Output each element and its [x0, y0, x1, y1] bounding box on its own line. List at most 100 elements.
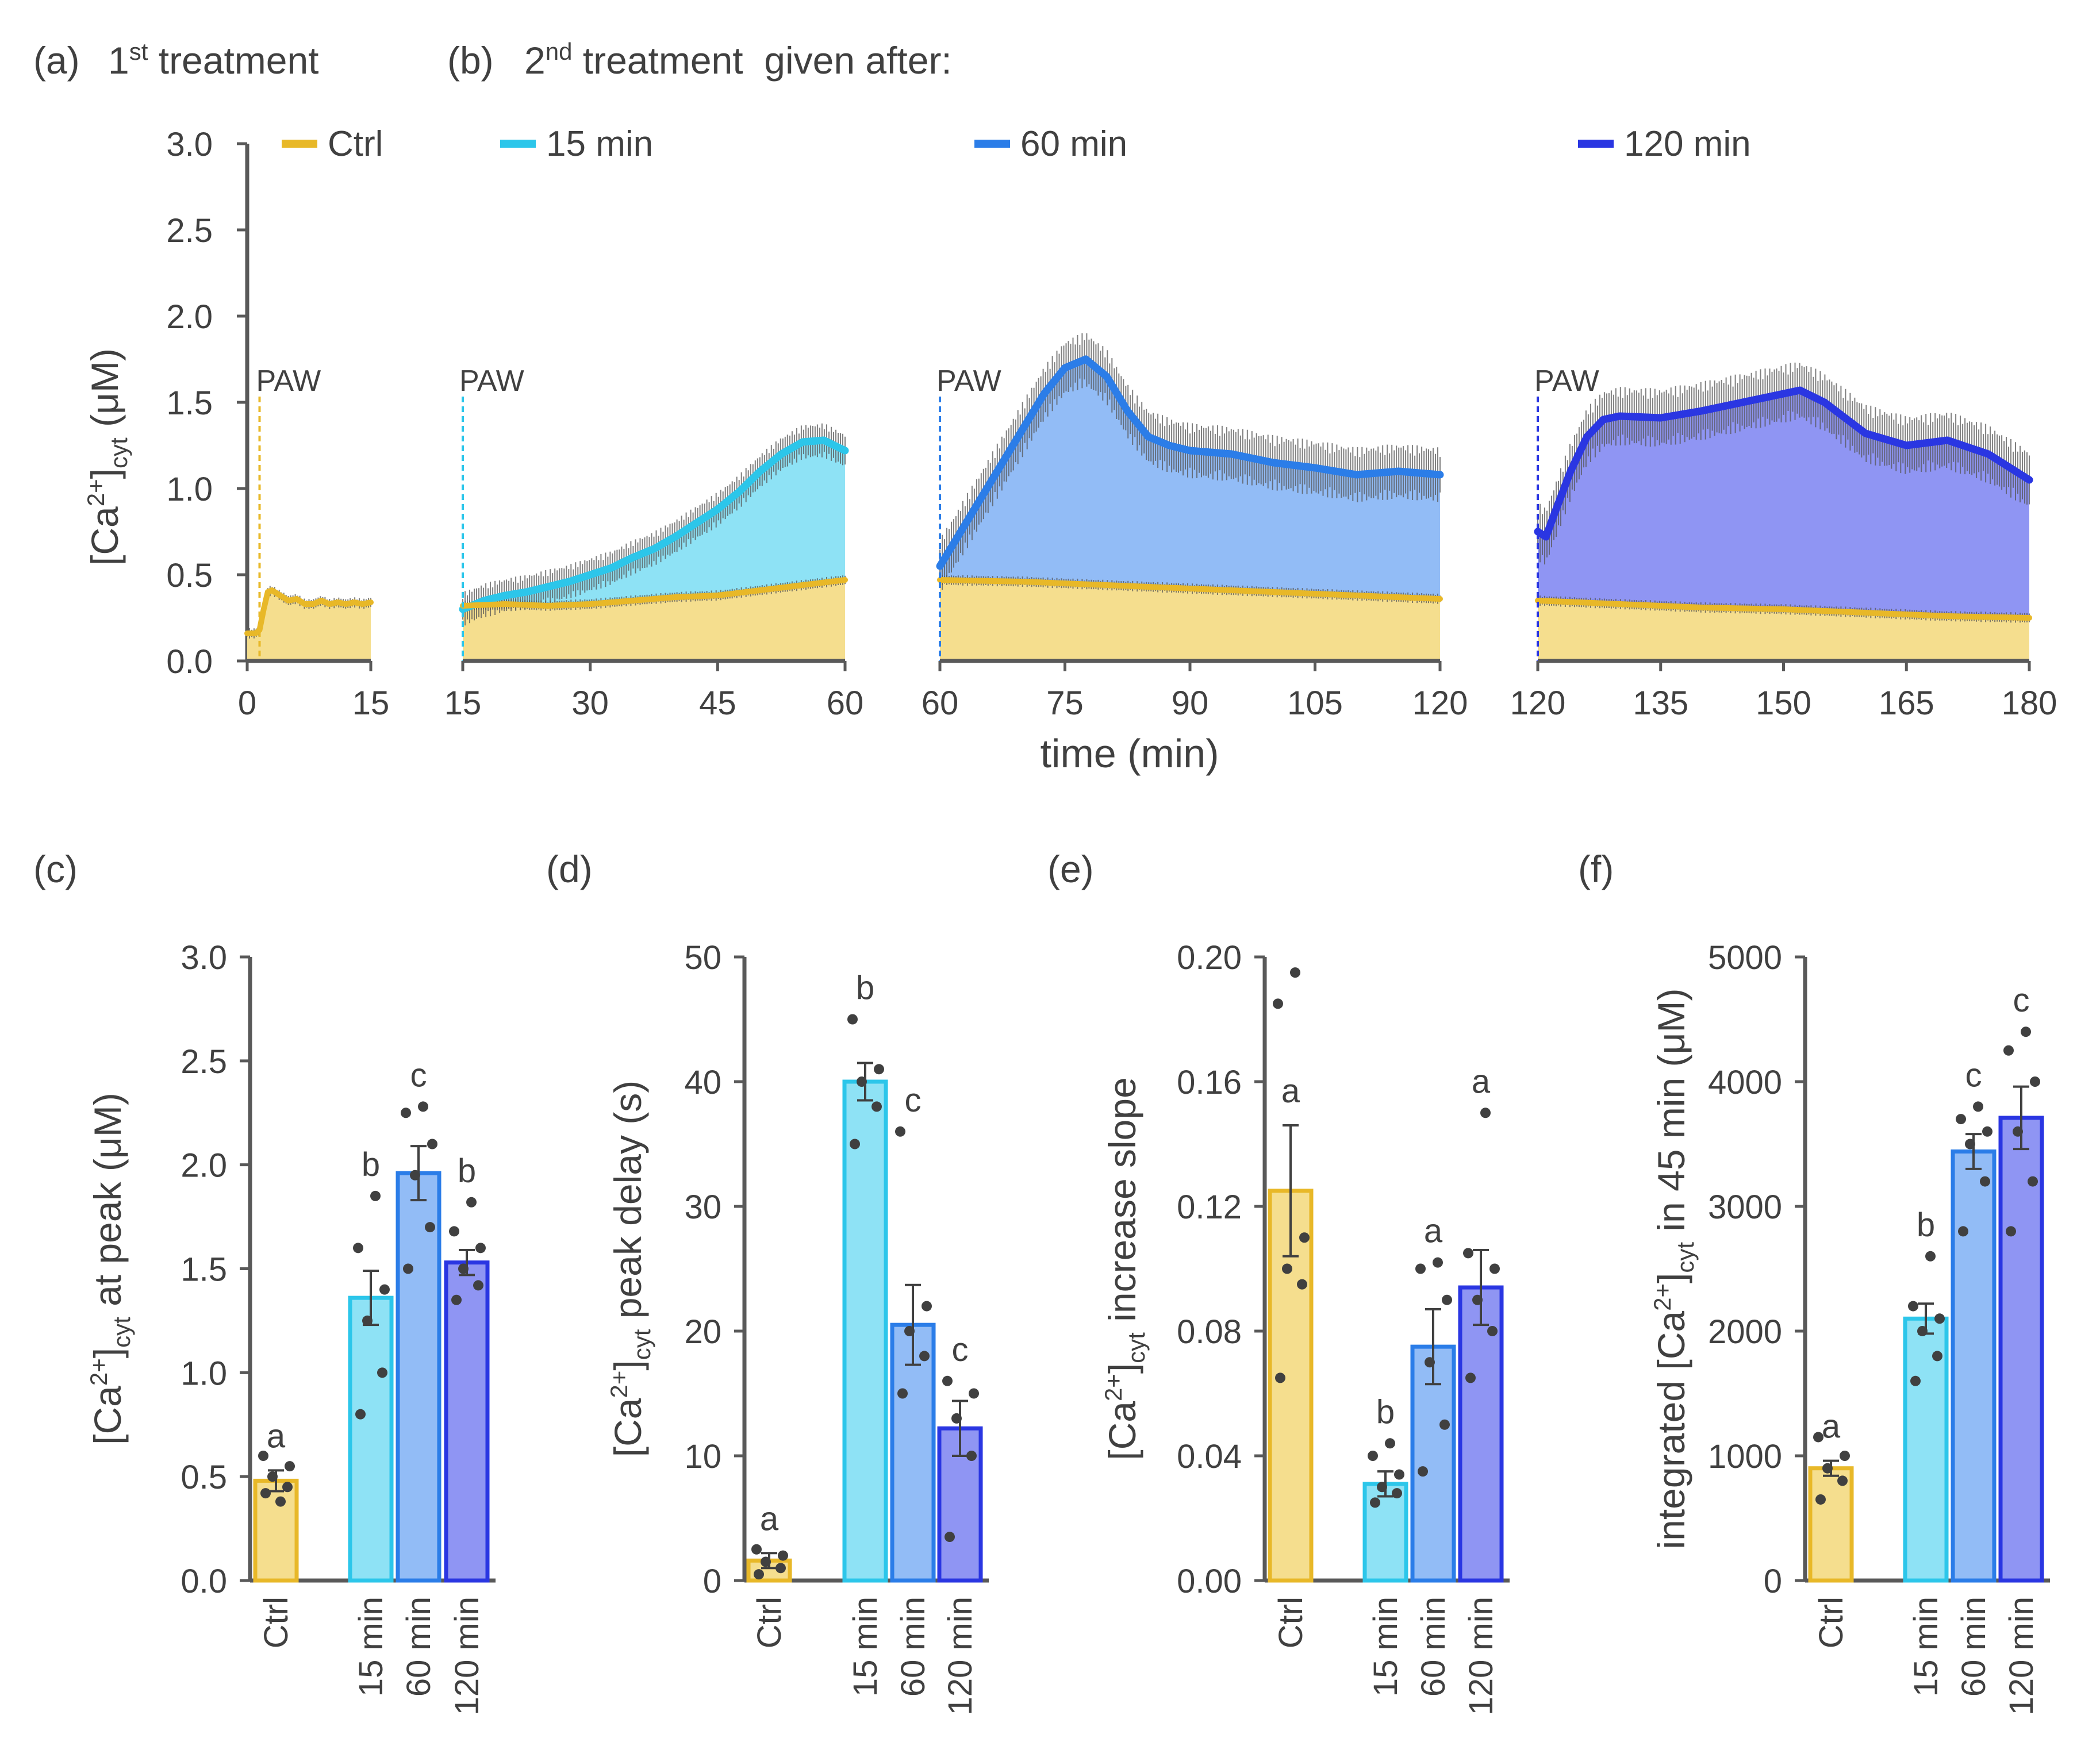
- y-axis-label-part: peak delay (s): [606, 1081, 649, 1329]
- segment-15-min: PAW 15 30 45 60: [444, 364, 864, 722]
- data-point: [370, 1190, 381, 1201]
- y-axis-label-part: 2+: [85, 1358, 112, 1386]
- bar: [348, 1295, 394, 1583]
- y-axis-label-part: ]: [1650, 1273, 1692, 1283]
- data-point: [1480, 1108, 1491, 1118]
- y-tick-label: 0.00: [1177, 1563, 1242, 1600]
- series-area-Ctrl: [247, 590, 371, 661]
- data-point: [1442, 1294, 1452, 1305]
- bar-group-120-min: b 120 min: [444, 1152, 490, 1715]
- y-tick-label: 0.0: [166, 643, 213, 680]
- y-axis-label-part: cyt: [108, 1317, 135, 1348]
- y-tick-label: 0.20: [1177, 939, 1242, 976]
- y-axis-label: integrated [Ca2+]cyt in 45 min (μM): [1649, 989, 1699, 1549]
- panel-b-title-post: treatment given after:: [572, 39, 951, 82]
- y-tick-label: 2.5: [166, 212, 213, 249]
- data-point: [969, 1388, 979, 1399]
- y-tick-label: 3000: [1708, 1189, 1782, 1226]
- treatment-label: PAW: [1534, 364, 1599, 398]
- panel-a-title-post: treatment: [148, 39, 318, 82]
- slope-bar-chart: 0.00 0.04 0.08 0.12 0.16 0.20 [Ca2+]cyt increa…: [1100, 939, 1510, 1715]
- bar-group-15-min: b 15 min: [348, 1146, 394, 1697]
- category-label: 60 min: [1415, 1597, 1452, 1697]
- data-point: [362, 1315, 373, 1326]
- data-point: [2021, 1026, 2031, 1037]
- significance-letter: a: [267, 1417, 286, 1455]
- significance-letter: a: [1424, 1213, 1443, 1250]
- data-point: [1433, 1257, 1443, 1268]
- bar-group-ctrl: a Ctrl: [1268, 967, 1314, 1648]
- y-axis-label-part: at peak (μM): [86, 1093, 129, 1317]
- data-point: [951, 1413, 962, 1424]
- data-point: [761, 1556, 771, 1567]
- legend-label: 120 min: [1624, 124, 1751, 164]
- category-label: 60 min: [894, 1597, 932, 1697]
- data-point: [1973, 1101, 1983, 1112]
- segment-60-min: PAW 60 75 90 105 120: [922, 333, 1468, 722]
- data-point: [449, 1226, 459, 1237]
- series-line-Ctrl: [1535, 598, 2032, 621]
- legend-item-15-min: 15 min: [500, 124, 653, 164]
- data-point: [1290, 967, 1300, 978]
- legend-label: 15 min: [546, 124, 653, 164]
- data-point: [267, 1471, 278, 1482]
- y-tick-label: 2000: [1708, 1313, 1782, 1351]
- panel-b-title-sup: nd: [546, 38, 573, 65]
- y-tick-label: 30: [684, 1189, 721, 1226]
- y-tick-label: 2.0: [181, 1147, 227, 1185]
- series-area-Ctrl: [463, 580, 845, 661]
- data-point: [1822, 1463, 1833, 1474]
- panel-a-title: 1st treatment: [108, 38, 319, 82]
- y-tick-label: 1.0: [166, 471, 213, 508]
- data-point: [1908, 1301, 1918, 1312]
- series-line-Ctrl: [460, 577, 848, 609]
- y-tick-label: 1.0: [181, 1355, 227, 1392]
- panel-label-c: (c): [33, 848, 78, 890]
- y-tick-label: 5000: [1708, 939, 1782, 976]
- category-label: Ctrl: [258, 1597, 295, 1648]
- y-tick-label: 40: [684, 1064, 721, 1101]
- data-point: [1418, 1466, 1428, 1477]
- data-point: [2006, 1226, 2016, 1237]
- category-label: 60 min: [1955, 1597, 1992, 1697]
- category-label: 15 min: [1367, 1597, 1404, 1697]
- y-tick-label: 0.04: [1177, 1438, 1242, 1475]
- data-point: [2028, 1176, 2038, 1187]
- data-point: [1917, 1326, 1928, 1336]
- significance-letter: a: [1281, 1072, 1300, 1110]
- y-tick-label: 3.0: [181, 939, 227, 976]
- panel-b-title: 2nd treatment given after:: [524, 38, 952, 82]
- bar: [444, 1260, 490, 1583]
- data-point: [1297, 1279, 1307, 1290]
- bar-group-ctrl: a Ctrl: [253, 1417, 299, 1648]
- y-tick-label: 1000: [1708, 1438, 1782, 1475]
- category-label: 120 min: [942, 1597, 979, 1715]
- x-tick-label: 135: [1633, 685, 1688, 722]
- data-point: [897, 1388, 908, 1399]
- data-point: [857, 1076, 867, 1087]
- series-area-Ctrl: [940, 580, 1440, 661]
- data-point: [751, 1544, 762, 1555]
- bar: [1458, 1285, 1504, 1583]
- y-axis-label-part: ]: [1101, 1363, 1143, 1374]
- treatment-label: PAW: [459, 364, 524, 398]
- y-tick-label: 50: [684, 939, 721, 976]
- bar: [842, 1079, 888, 1583]
- data-point: [1439, 1419, 1450, 1430]
- data-point: [1958, 1226, 1968, 1237]
- data-point: [1273, 998, 1283, 1009]
- y-axis-label-part: 2+: [1100, 1374, 1127, 1401]
- panel-label-b: (b): [447, 39, 494, 82]
- x-tick-label: 150: [1756, 685, 1811, 722]
- y-tick-label: 0: [703, 1563, 721, 1600]
- data-point: [260, 1488, 271, 1499]
- data-point: [355, 1409, 366, 1420]
- bar: [1808, 1466, 1854, 1583]
- y-tick-label: 0: [1764, 1563, 1782, 1600]
- data-point: [945, 1532, 955, 1543]
- x-tick-label: 30: [571, 685, 609, 722]
- significance-letter: b: [458, 1152, 476, 1190]
- y-axis-label-part: cyt: [628, 1329, 655, 1360]
- data-point: [847, 1014, 858, 1025]
